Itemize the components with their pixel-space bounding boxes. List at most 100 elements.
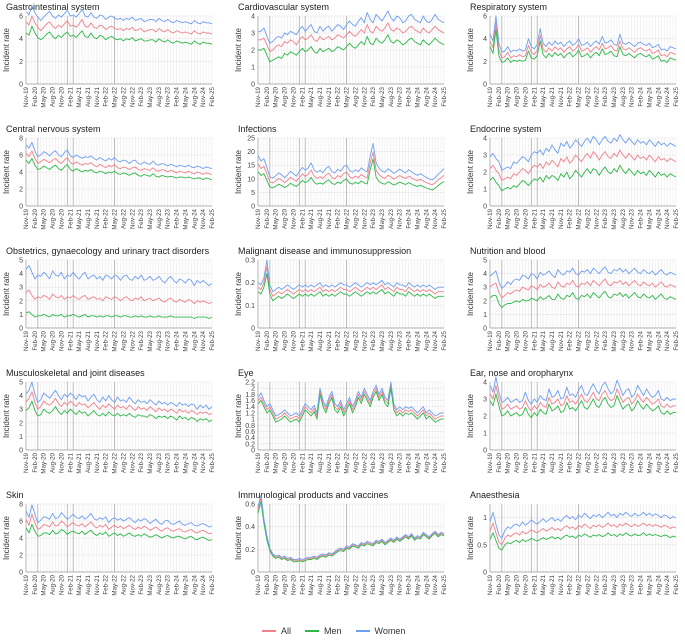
y-tick-label: 0 (19, 570, 23, 577)
series-line-all (489, 149, 677, 181)
x-tick-label: Aug-24 (423, 452, 430, 473)
x-tick-label: Feb-22 (103, 86, 110, 106)
x-tick-label: Nov-20 (290, 452, 297, 473)
y-tick-label: 1 (483, 431, 487, 438)
x-tick-label: Nov-21 (326, 574, 333, 595)
series-line-all (489, 22, 677, 59)
y-tick-label: 0 (251, 448, 255, 455)
series-line-women (25, 141, 213, 170)
series-line-women (257, 494, 445, 560)
x-tick-label: Aug-22 (120, 208, 127, 229)
x-tick-label: Feb-25 (673, 86, 680, 106)
x-tick-label: Feb-23 (370, 86, 377, 106)
x-tick-label: Aug-20 (514, 208, 521, 229)
y-tick-label: 2 (19, 298, 23, 305)
series-line-men (489, 29, 677, 63)
x-tick-label: Nov-19 (255, 208, 262, 229)
series-line-women (257, 381, 444, 417)
x-tick-label: Nov-22 (129, 574, 136, 595)
x-tick-label: Nov-21 (558, 86, 565, 107)
x-tick-label: Feb-20 (32, 86, 39, 106)
y-tick-label: 15 (247, 163, 255, 170)
x-tick-label: Aug-20 (514, 86, 521, 107)
y-tick-label: 1.2 (245, 410, 255, 417)
x-tick-label: Nov-23 (165, 208, 172, 229)
x-tick-label: Feb-20 (496, 86, 503, 106)
x-tick-label: Nov-23 (629, 208, 636, 229)
x-tick-label: May-23 (379, 452, 386, 473)
x-tick-label: Nov-23 (629, 574, 636, 595)
x-tick-label: Feb-24 (406, 574, 413, 594)
y-axis-label: Incident rate (234, 393, 243, 438)
x-tick-label: Nov-22 (129, 208, 136, 229)
y-tick-label: 4 (483, 136, 487, 143)
y-axis-label: Incident rate (466, 149, 475, 194)
x-tick-label: Feb-22 (335, 330, 342, 350)
series-line-men (25, 400, 213, 422)
x-tick-label: Feb-24 (406, 452, 413, 472)
x-tick-label: Feb-25 (441, 86, 448, 106)
x-tick-label: Aug-22 (352, 330, 359, 351)
x-tick-label: Feb-21 (67, 330, 74, 350)
x-tick-label: Feb-20 (264, 86, 271, 106)
x-tick-label: Aug-20 (282, 452, 289, 473)
x-tick-label: May-21 (308, 208, 315, 229)
x-tick-label: May-24 (646, 86, 653, 107)
series-line-men (257, 387, 444, 423)
y-tick-label: 1.8 (245, 392, 255, 399)
x-tick-label: Feb-22 (335, 452, 342, 472)
series-line-men (258, 34, 445, 63)
panel-title: Anaesthesia (470, 490, 520, 500)
y-tick-label: 3 (483, 397, 487, 404)
x-tick-label: Aug-24 (423, 86, 430, 107)
x-tick-label: Aug-24 (423, 208, 430, 229)
series-line-all (257, 266, 444, 297)
y-tick-label: 1 (483, 187, 487, 194)
x-tick-label: Feb-23 (370, 330, 377, 350)
series-line-men (257, 273, 444, 302)
y-tick-label: 0 (19, 326, 23, 333)
x-tick-label: Aug-24 (191, 86, 198, 107)
x-tick-label: Nov-24 (664, 86, 671, 107)
y-tick-label: 0 (483, 82, 487, 89)
x-tick-label: Feb-23 (370, 574, 377, 594)
x-tick-label: Feb-24 (174, 208, 181, 228)
x-tick-label: Nov-19 (487, 574, 494, 595)
x-tick-label: May-20 (41, 330, 48, 351)
series-line-all (25, 15, 213, 35)
x-tick-label: Aug-23 (388, 574, 395, 595)
x-tick-label: Nov-24 (664, 452, 671, 473)
x-tick-label: May-24 (414, 208, 421, 229)
x-tick-label: Nov-21 (558, 574, 565, 595)
y-tick-label: 2.2 (245, 380, 255, 387)
series-line-all (257, 384, 444, 420)
x-tick-label: Feb-20 (496, 574, 503, 594)
x-tick-label: May-24 (414, 452, 421, 473)
x-tick-label: Nov-21 (326, 208, 333, 229)
panel-title: Eye (238, 368, 254, 378)
x-tick-label: Nov-22 (361, 86, 368, 107)
x-tick-label: Aug-20 (50, 208, 57, 229)
x-tick-label: Aug-23 (620, 330, 627, 351)
x-tick-label: Nov-23 (397, 452, 404, 473)
panel-5: Endocrine system Incident rate 0 1 2 3 4 Nov-19… (466, 124, 680, 230)
x-tick-label: Nov-19 (255, 452, 262, 473)
x-tick-label: May-23 (611, 86, 618, 107)
x-tick-label: May-24 (414, 330, 421, 351)
x-tick-label: Feb-22 (567, 86, 574, 106)
x-tick-label: Feb-21 (531, 208, 538, 228)
series-line-women (258, 10, 445, 44)
x-tick-label: Aug-20 (514, 574, 521, 595)
x-tick-label: Aug-23 (388, 208, 395, 229)
x-tick-label: Aug-22 (584, 452, 591, 473)
x-tick-label: May-22 (112, 208, 119, 229)
x-tick-label: May-21 (76, 208, 83, 229)
y-tick-label: 6 (19, 14, 23, 21)
x-tick-label: May-23 (147, 86, 154, 107)
series-line-women (489, 134, 677, 171)
x-tick-label: May-23 (611, 330, 618, 351)
legend-swatch-all (262, 630, 276, 632)
x-tick-label: Nov-20 (290, 208, 297, 229)
x-tick-label: Feb-25 (441, 574, 448, 594)
